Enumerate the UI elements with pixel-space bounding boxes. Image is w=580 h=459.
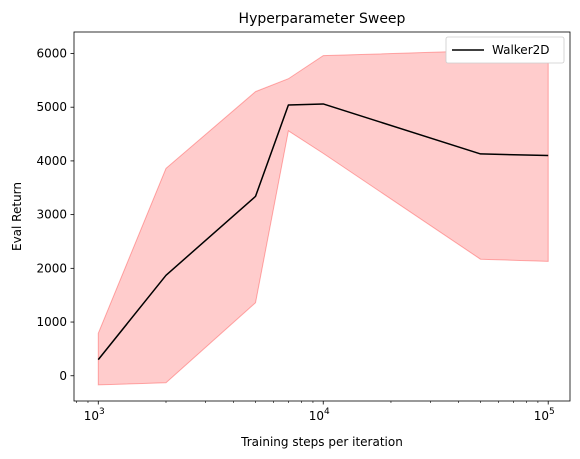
legend-label: Walker2D: [492, 43, 550, 57]
x-tick-label: 103: [84, 407, 105, 423]
y-tick-label: 3000: [36, 208, 67, 222]
x-tick-label: 104: [309, 407, 330, 423]
y-tick-label: 6000: [36, 46, 67, 60]
y-axis-label: Eval Return: [10, 182, 24, 251]
plot-area: [97, 49, 549, 386]
legend: Walker2D: [445, 36, 565, 64]
chart-title: Hyperparameter Sweep: [239, 11, 406, 27]
y-tick-label: 2000: [36, 261, 67, 275]
y-tick-label: 5000: [36, 100, 67, 114]
y-tick-label: 4000: [36, 154, 67, 168]
y-tick-label: 0: [59, 369, 67, 383]
legend-box: [445, 36, 565, 64]
series-band-walker2d: [97, 49, 549, 386]
y-tick-label: 1000: [36, 315, 67, 329]
axis-ticks: 103 104 105 0 1000 2000 3000 4000 5000 6000: [36, 46, 554, 423]
x-tick-label: 105: [534, 407, 555, 423]
x-axis-label: Training steps per iteration: [240, 435, 403, 449]
plot-frame: [73, 31, 571, 402]
